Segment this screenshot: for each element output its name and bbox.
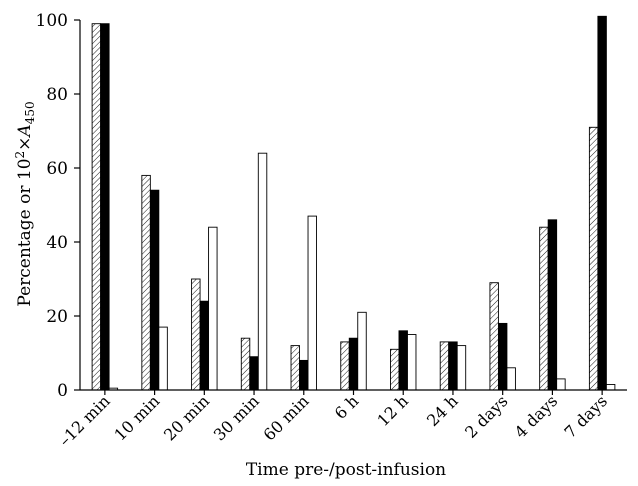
bar-solid bbox=[100, 23, 110, 391]
bar-open bbox=[257, 152, 268, 391]
y-tick-label: 60 bbox=[46, 159, 68, 179]
x-tick-label: 20 min bbox=[160, 391, 213, 444]
bar-hatched bbox=[439, 341, 450, 391]
x-tick-label: 7 days bbox=[561, 391, 611, 441]
bar-solid bbox=[249, 356, 259, 391]
x-tick-label: 2 days bbox=[461, 391, 511, 441]
bar-open bbox=[456, 345, 467, 391]
x-tick-label: 4 days bbox=[511, 391, 561, 441]
x-tick-label: 30 min bbox=[210, 391, 263, 444]
y-tick-label: 0 bbox=[57, 381, 68, 401]
bar-hatched bbox=[489, 282, 499, 391]
bar-solid bbox=[398, 330, 408, 391]
bar-solid bbox=[199, 300, 210, 391]
bar-solid bbox=[448, 341, 458, 391]
x-tick-label: 6 h bbox=[331, 391, 363, 423]
y-axis: 0 20 40 60 80 100 bbox=[36, 11, 81, 401]
bar-open bbox=[556, 378, 566, 391]
bar-hatched bbox=[539, 226, 549, 391]
y-tick-label: 100 bbox=[36, 11, 68, 31]
bar-hatched bbox=[290, 345, 300, 391]
x-tick-label: 24 h bbox=[423, 391, 462, 430]
y-tick-label: 80 bbox=[46, 85, 68, 105]
bar-open bbox=[158, 326, 168, 391]
bar-solid bbox=[597, 15, 607, 391]
bar-open bbox=[208, 226, 218, 391]
y-tick-label: 20 bbox=[46, 307, 68, 327]
bar-hatched bbox=[240, 337, 251, 391]
bar-open bbox=[605, 384, 616, 391]
bar-hatched bbox=[588, 126, 599, 391]
x-tick-label: 12 h bbox=[373, 391, 412, 430]
bar-open bbox=[357, 311, 367, 391]
bar-solid bbox=[497, 322, 508, 391]
bar-solid bbox=[149, 189, 160, 391]
bar-open bbox=[506, 367, 516, 391]
bar-hatched bbox=[340, 341, 350, 391]
x-tick-label: 60 min bbox=[260, 391, 313, 444]
bar-hatched bbox=[141, 174, 151, 391]
x-axis-title: Time pre-/post-infusion bbox=[246, 460, 446, 480]
plot-area bbox=[91, 15, 616, 391]
bar-hatched bbox=[191, 278, 201, 391]
bar-hatched bbox=[91, 23, 102, 391]
bar-solid bbox=[547, 219, 558, 391]
bar-solid bbox=[348, 337, 359, 391]
bar-hatched bbox=[390, 348, 400, 391]
y-axis-title: Percentage or 102×A450 bbox=[13, 101, 37, 306]
bar-open bbox=[407, 334, 417, 391]
bar-solid bbox=[299, 359, 309, 391]
y-tick-label: 40 bbox=[46, 233, 68, 253]
bar-open bbox=[307, 215, 317, 391]
x-tick-label: 10 min bbox=[110, 391, 163, 444]
